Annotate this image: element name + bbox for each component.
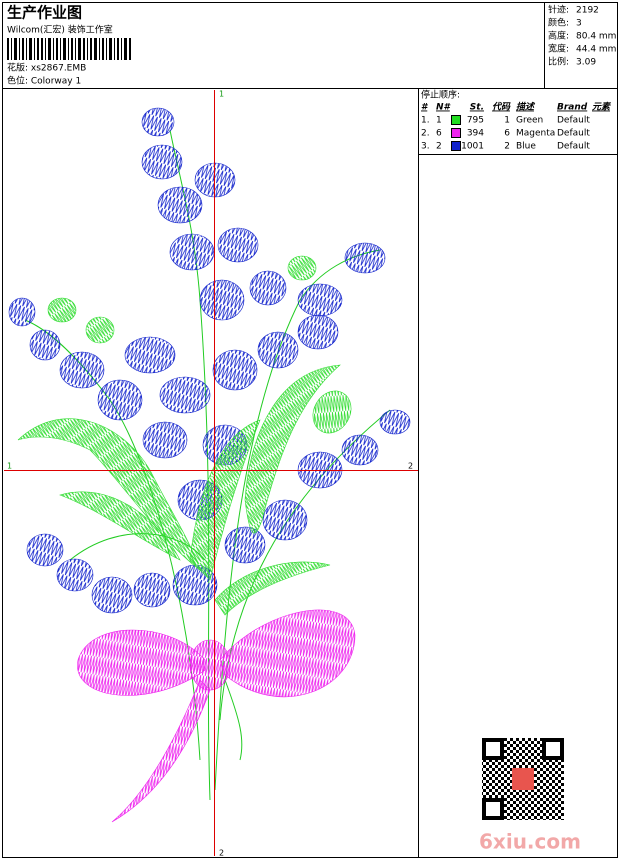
design-file: 花版: xs2867.EMB — [7, 62, 86, 74]
table-cell: 3. — [421, 142, 430, 152]
stat-label: 比例: — [548, 56, 569, 68]
table-cell: 1. — [421, 116, 430, 126]
table-cell: 2 — [436, 142, 442, 152]
stat-value: 3 — [576, 19, 582, 29]
table-header: 代码 — [492, 102, 511, 113]
table-cell: Default — [557, 142, 590, 152]
table-cell: 6 — [504, 129, 510, 139]
stat-value: 44.4 mm — [576, 45, 616, 55]
table-cell: Green — [516, 116, 543, 126]
embroidery-design — [8, 107, 411, 823]
qr-code — [482, 738, 564, 820]
stat-value: 3.09 — [576, 58, 596, 68]
stat-label: 宽度: — [548, 43, 569, 55]
table-cell: 2. — [421, 129, 430, 139]
barcode — [7, 38, 131, 60]
axis-label-right: 2 — [408, 462, 413, 471]
stat-label: 高度: — [548, 30, 569, 42]
table-cell: Default — [557, 129, 590, 139]
table-cell: 2 — [504, 142, 510, 152]
watermark: 6xiu.com — [479, 830, 581, 854]
table-cell: Blue — [516, 142, 536, 152]
stat-value: 2192 — [576, 6, 599, 16]
table-header: # — [421, 103, 429, 113]
stat-value: 80.4 mm — [576, 32, 616, 42]
color-swatch — [451, 115, 461, 125]
axis-label-bottom: 2 — [219, 849, 224, 858]
axis-label-top: 1 — [219, 90, 224, 99]
table-header: St. — [470, 103, 484, 113]
axis-label-left: 1 — [7, 462, 12, 471]
table-header: 描述 — [516, 102, 536, 113]
table-cell: 1001 — [461, 142, 484, 152]
stat-label: 颜色: — [548, 17, 569, 29]
table-cell: 394 — [467, 129, 484, 139]
table-cell: Magenta — [516, 129, 555, 139]
color-swatch — [451, 141, 461, 151]
company: Wilcom(汇宏) 装饰工作室 — [7, 24, 113, 36]
stop-sequence-title: 停止顺序: — [421, 89, 460, 101]
table-cell: 1 — [436, 116, 442, 126]
stat-label: 针迹: — [548, 4, 569, 16]
colorway: 色位: Colorway 1 — [7, 75, 81, 87]
title: 生产作业图 — [7, 4, 82, 22]
table-header: N# — [436, 103, 452, 113]
table-cell: 795 — [467, 116, 484, 126]
color-swatch — [451, 128, 461, 138]
table-header: Brand — [557, 103, 588, 113]
table-header: 元素 — [592, 102, 612, 113]
table-cell: 1 — [504, 116, 510, 126]
table-cell: 6 — [436, 129, 442, 139]
table-cell: Default — [557, 116, 590, 126]
